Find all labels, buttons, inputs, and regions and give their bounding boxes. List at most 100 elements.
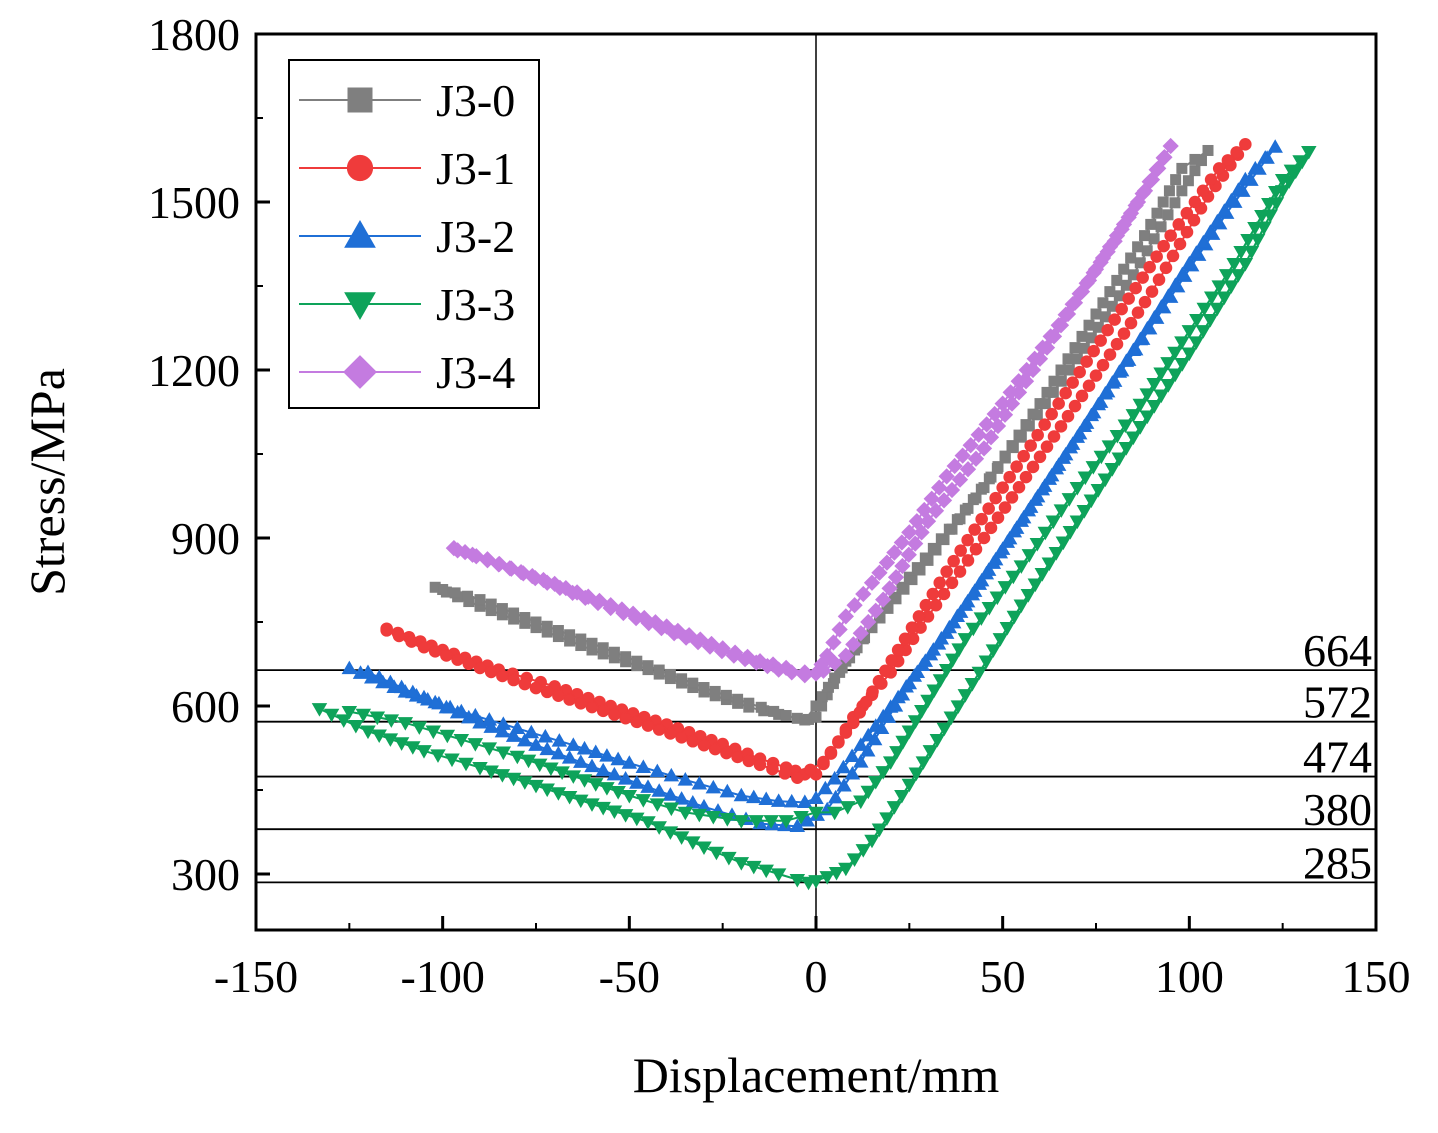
data-point-J3-3 bbox=[1216, 291, 1233, 306]
data-point-J3-0 bbox=[810, 700, 822, 712]
data-point-J3-4 bbox=[815, 662, 832, 679]
x-tick-label: -150 bbox=[214, 951, 298, 1002]
data-point-J3-1 bbox=[1003, 470, 1016, 484]
data-point-J3-1 bbox=[832, 736, 845, 749]
data-point-J3-2 bbox=[826, 770, 843, 785]
data-point-J3-1 bbox=[507, 673, 520, 687]
data-point-J3-1 bbox=[697, 738, 711, 752]
data-point-J3-2 bbox=[576, 740, 593, 755]
data-point-J3-1 bbox=[982, 502, 995, 515]
data-point-J3-3 bbox=[1132, 398, 1149, 413]
data-point-J3-2 bbox=[1083, 407, 1100, 422]
data-point-J3-3 bbox=[517, 776, 533, 790]
data-point-J3-3 bbox=[1174, 336, 1190, 350]
data-point-J3-3 bbox=[1160, 357, 1176, 371]
data-point-J3-3 bbox=[846, 853, 863, 867]
data-point-J3-1 bbox=[885, 654, 899, 667]
data-point-J3-2 bbox=[925, 642, 942, 656]
data-point-J3-3 bbox=[1090, 484, 1107, 498]
data-point-J3-4 bbox=[503, 560, 520, 577]
data-point-J3-2 bbox=[999, 534, 1016, 548]
data-point-J3-1 bbox=[585, 700, 599, 714]
data-point-J3-2 bbox=[808, 790, 824, 805]
data-point-J3-0 bbox=[816, 691, 828, 703]
data-point-J3-0 bbox=[1189, 153, 1201, 165]
data-point-J3-1 bbox=[686, 735, 700, 748]
data-point-J3-2 bbox=[691, 775, 708, 790]
data-point-J3-2 bbox=[587, 744, 604, 759]
data-point-J3-1 bbox=[563, 693, 576, 706]
data-point-J3-1 bbox=[1019, 470, 1033, 484]
data-point-J3-3 bbox=[1160, 379, 1177, 393]
data-point-J3-3 bbox=[926, 684, 942, 699]
data-point-J3-3 bbox=[651, 821, 667, 835]
data-point-J3-3 bbox=[520, 754, 537, 769]
data-point-J3-2 bbox=[561, 750, 578, 764]
data-point-J3-3 bbox=[778, 815, 794, 829]
data-point-J3-2 bbox=[662, 787, 679, 801]
data-point-J3-3 bbox=[860, 785, 877, 800]
data-point-J3-1 bbox=[1061, 409, 1075, 423]
data-point-J3-3 bbox=[978, 655, 995, 670]
data-point-J3-2 bbox=[640, 779, 656, 793]
data-point-J3-2 bbox=[853, 754, 869, 768]
data-point-J3-3 bbox=[839, 801, 856, 815]
data-point-J3-0 bbox=[552, 625, 564, 637]
data-point-J3-2 bbox=[551, 733, 568, 747]
data-point-J3-3 bbox=[662, 826, 679, 840]
data-point-J3-2 bbox=[797, 794, 813, 808]
data-point-J3-3 bbox=[1005, 570, 1022, 585]
data-point-J3-4 bbox=[589, 594, 607, 612]
data-point-J3-0 bbox=[698, 682, 710, 694]
data-point-J3-0 bbox=[653, 664, 665, 676]
data-point-J3-2 bbox=[393, 679, 410, 694]
data-point-J3-3 bbox=[444, 753, 460, 768]
data-point-J3-3 bbox=[971, 666, 988, 681]
data-point-J3-3 bbox=[1188, 336, 1205, 350]
data-point-J3-1 bbox=[1045, 407, 1058, 421]
data-point-J3-3 bbox=[889, 746, 905, 760]
data-point-J3-1 bbox=[641, 719, 655, 732]
x-tick-label: 100 bbox=[1155, 951, 1224, 1002]
data-point-J3-1 bbox=[484, 665, 498, 679]
data-point-J3-2 bbox=[827, 789, 844, 804]
data-point-J3-4 bbox=[927, 502, 945, 519]
data-point-J3-4 bbox=[1031, 350, 1049, 367]
data-point-J3-0 bbox=[1151, 207, 1163, 219]
data-point-J3-0 bbox=[1041, 386, 1053, 398]
data-point-J3-0 bbox=[709, 685, 721, 697]
data-point-J3-4 bbox=[796, 667, 813, 684]
data-point-J3-3 bbox=[1062, 526, 1079, 540]
y-tick-label: 1200 bbox=[148, 345, 240, 396]
axis-tick-labels: -150 -100 -50 0 50 100 150 300 600 900 1200 1500 180… bbox=[148, 9, 1411, 1002]
data-point-J3-4 bbox=[852, 625, 869, 642]
data-point-J3-4 bbox=[982, 429, 1000, 446]
data-point-J3-3 bbox=[1274, 173, 1291, 188]
x-tick-label: -50 bbox=[599, 951, 660, 1002]
data-point-J3-3 bbox=[1139, 410, 1156, 425]
reference-label-474: 474 bbox=[1303, 732, 1372, 783]
data-point-J3-3 bbox=[914, 705, 930, 719]
data-point-J3-0 bbox=[1145, 218, 1157, 230]
data-point-J3-0 bbox=[586, 637, 598, 649]
legend-entry-J3-3: J3-3 bbox=[299, 279, 515, 330]
data-point-J3-0 bbox=[743, 697, 755, 709]
data-point-J3-0 bbox=[1132, 241, 1144, 253]
data-point-J3-3 bbox=[677, 806, 694, 821]
data-point-J3-3 bbox=[539, 783, 555, 798]
data-point-J3-2 bbox=[565, 737, 582, 751]
data-point-J3-3 bbox=[371, 729, 387, 744]
data-point-J3-1 bbox=[462, 657, 476, 671]
data-point-J3-1 bbox=[1152, 273, 1166, 286]
data-point-J3-3 bbox=[382, 733, 399, 747]
data-point-J3-3 bbox=[1021, 549, 1038, 563]
data-point-J3-0 bbox=[822, 681, 834, 693]
data-point-J3-3 bbox=[323, 708, 340, 723]
data-point-J3-0 bbox=[829, 672, 841, 684]
data-point-J3-3 bbox=[894, 789, 910, 804]
data-point-J3-1 bbox=[1005, 491, 1019, 504]
data-point-J3-2 bbox=[1125, 342, 1142, 357]
data-point-J3-0 bbox=[755, 701, 767, 713]
data-point-J3-0 bbox=[985, 471, 997, 483]
